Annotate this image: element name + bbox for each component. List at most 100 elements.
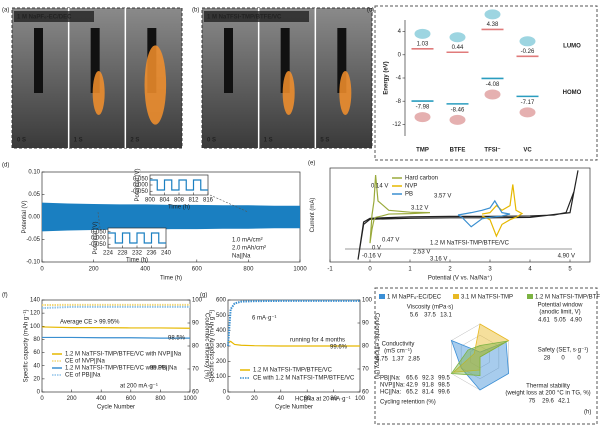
series-line: [108, 232, 166, 244]
annotation: 6 mA·g⁻¹: [252, 316, 277, 322]
x-tick-label: 0: [40, 396, 44, 402]
y2-tick-label: 70: [362, 367, 369, 373]
axis-value: 2.85: [408, 357, 420, 363]
x-axis-label: Cycle Number: [275, 405, 313, 411]
y-tick-label: 100: [30, 324, 41, 330]
molecule-label: TMP: [416, 148, 429, 154]
x-tick-label: 1: [408, 267, 412, 273]
y-tick-label: 140: [30, 298, 41, 304]
x-tick-label: 40: [277, 396, 284, 402]
flame: [144, 45, 167, 125]
series-line: [357, 170, 579, 260]
electrode: [224, 28, 233, 93]
time-label: 5 S: [320, 138, 329, 144]
axis-title: Cycling retention (%): [380, 400, 436, 406]
orbital: [449, 32, 466, 43]
x-tick-label: 800: [155, 396, 166, 402]
x-tick-label: 232: [132, 251, 143, 257]
flame: [282, 71, 295, 115]
y-tick-label: -4: [396, 76, 402, 82]
y2-tick-label: 60: [192, 390, 199, 396]
axis-value: 0: [577, 356, 581, 362]
y-tick-label: 0.000: [91, 236, 107, 242]
annotation: running for 4 months: [290, 338, 345, 344]
axis-value: 65.2: [406, 390, 418, 396]
axis-value: 5.05: [554, 318, 566, 324]
x-tick-label: 4: [528, 267, 532, 273]
series-line: [227, 299, 360, 347]
orbital: [484, 9, 501, 20]
y-tick-label: 500: [216, 313, 227, 319]
axis-value: 75: [529, 399, 536, 405]
orbital: [449, 114, 466, 125]
axis-value: 29.6: [542, 399, 554, 405]
time-label: 1 S: [264, 138, 273, 144]
panel-label: (g): [200, 293, 207, 299]
annotation: 3.12 V: [411, 206, 428, 212]
axis-value: 0: [561, 356, 565, 362]
axis-title: Safety (SET, s·g⁻¹): [538, 348, 589, 354]
legend-label: LUMO: [563, 44, 581, 50]
y-tick-label: -0.05: [26, 237, 40, 243]
panel-c-frame: [374, 5, 598, 161]
y2-axis-label: Coulombic efficiency (%): [374, 313, 380, 379]
molecule-label: BTFE: [450, 148, 466, 154]
annotation: Average CE > 99.95%: [60, 320, 120, 326]
level-value: -7.17: [521, 100, 535, 106]
axis-title: (weight loss at 200 °C in TG, %): [505, 391, 590, 397]
axis-title: (mS cm⁻¹): [384, 349, 412, 355]
panel-label: (d): [2, 163, 9, 169]
x-tick-label: 812: [188, 198, 199, 204]
axis-value: 1.37: [392, 357, 404, 363]
y-tick-label: 0.10: [28, 170, 40, 176]
panel-label: (b): [192, 8, 199, 14]
x-tick-label: 100: [355, 396, 366, 402]
series-line: [457, 199, 511, 228]
x-axis-label: Time (h): [168, 205, 190, 211]
x-tick-label: 5: [568, 267, 572, 273]
axis-title: Viscosity (mPa·s): [407, 305, 454, 311]
x-tick-label: 228: [117, 251, 128, 257]
x-tick-label: 60: [304, 396, 311, 402]
annotation: 1.0 mA/cm²: [232, 238, 263, 244]
y-axis-label: Energy (eV): [384, 61, 390, 94]
legend-label: Hard carbon: [405, 176, 438, 182]
y2-tick-label: 90: [192, 321, 199, 327]
molecule-label: VC: [523, 148, 532, 154]
y-tick-label: 0.000: [133, 183, 149, 189]
annotation: 3.57 V: [434, 194, 451, 200]
time-label: 0 S: [17, 138, 26, 144]
annotation: 0.14 V: [371, 184, 388, 190]
axis-value: 4.61: [538, 318, 550, 324]
y2-tick-label: 90: [362, 321, 369, 327]
x-tick-label: 200: [67, 396, 78, 402]
y-axis-label: Potential (V): [135, 168, 141, 201]
series-line: [150, 179, 208, 191]
y-tick-label: -12: [392, 122, 401, 128]
panel-label: (f): [2, 293, 8, 299]
annotation: Na||Na: [232, 254, 251, 260]
y-tick-label: -0.050: [89, 242, 107, 248]
orbital: [414, 112, 431, 123]
axis-value: 28: [544, 356, 551, 362]
row-name: NVP||Na:: [380, 383, 405, 389]
axis-value: 6.75: [376, 357, 388, 363]
title-bg: [204, 11, 309, 22]
y-tick-label: 0.050: [91, 229, 107, 235]
x-tick-label: 240: [161, 251, 172, 257]
x-tick-label: 200: [89, 267, 100, 273]
series-line: [41, 326, 191, 329]
axis-value: 99.5: [438, 376, 450, 382]
y-axis-label: Specific capacity (mAh g⁻¹): [23, 310, 29, 383]
y-tick-label: 80: [33, 337, 40, 343]
y-tick-label: 0: [223, 390, 227, 396]
photo-title: 1 M NaTFSI-TMP/BTFE/VC: [207, 15, 282, 21]
axis-title: Thermal stability: [526, 384, 570, 390]
y2-tick-label: 100: [192, 298, 203, 304]
annotation: 2.53 V: [413, 250, 430, 256]
orbital: [519, 36, 536, 47]
axis-value: 91.8: [422, 383, 434, 389]
x-tick-label: 20: [251, 396, 258, 402]
panel-label: (c): [367, 8, 374, 14]
